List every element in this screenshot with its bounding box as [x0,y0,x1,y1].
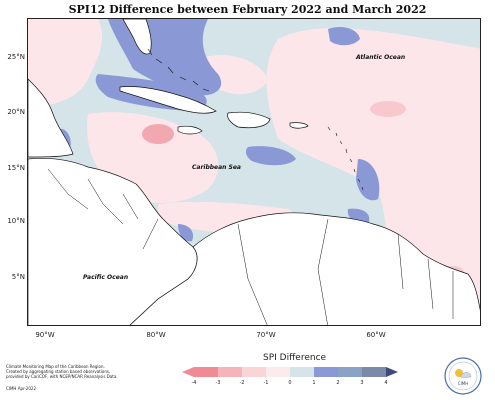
lat-label-15n: 15°N [7,164,25,172]
pink-spot-atlantic [370,101,406,117]
legend-tick-label: -3 [215,380,221,386]
credit-line-3: provided by CariCOF, with NCEP/NCAR Rean… [6,374,118,379]
credit-line-4: CIMH Apr-2022 [6,386,36,391]
credit-line-2: Created by aggregating station based obs… [6,369,111,374]
legend-arrow-right [386,367,398,377]
lon-label-90w: 90°W [35,331,55,339]
legend-tick-label: -4 [191,380,197,386]
lat-label-20n: 20°N [7,108,25,116]
legend-swatch [218,367,242,377]
legend-tick-label: -1 [263,380,269,386]
label-atlantic-ocean: Atlantic Ocean [356,54,406,61]
legend-colorbar [182,367,398,377]
legend-swatch [194,367,218,377]
label-caribbean-sea: Caribbean Sea [192,164,241,171]
blue-region-windward [356,159,380,201]
legend-swatch [266,367,290,377]
legend-tick-label: 1 [312,380,316,386]
legend-swatch [314,367,338,377]
land-south-america [129,212,480,325]
legend-swatch [290,367,314,377]
land-hispaniola [227,111,271,129]
land-jamaica [177,125,203,135]
land-cuba [119,86,217,114]
deep-pink-spot-honduras [142,124,174,144]
map-title: SPI12 Difference between February 2022 a… [68,3,427,16]
legend-arrow-left [182,367,194,377]
country-borders [47,168,454,325]
lat-label-10n: 10°N [7,217,25,225]
legend-swatch [242,367,266,377]
legend-tick-label: 4 [384,380,388,386]
blue-region-central [245,146,296,166]
spi-difference-map [28,19,480,325]
legend-tick-label: -2 [239,380,245,386]
cimh-logo: CIMH [444,357,482,395]
lon-label-80w: 80°W [146,331,166,339]
land-yucatan [28,78,74,158]
land-bahamas-islands [147,48,210,92]
legend-tick-label: 2 [336,380,340,386]
lon-label-70w: 70°W [256,331,276,339]
label-pacific-ocean: Pacific Ocean [83,274,129,281]
map-area[interactable]: Atlantic Ocean Caribbean Sea Pacific Oce… [27,18,481,326]
lat-label-5n: 5°N [11,273,25,281]
lat-label-25n: 25°N [7,53,25,61]
logo-text: CIMH [458,381,468,386]
legend-swatch [362,367,386,377]
legend-title: SPI Difference [263,353,327,363]
land-lesser-antilles [327,126,364,191]
credit-line-1: Climate Monitoring Map of the Caribbean … [6,364,105,369]
legend-tick-label: 0 [288,380,292,386]
legend-swatch [338,367,362,377]
pink-region-gulf [28,19,103,109]
blue-region-north-atlantic [328,27,360,46]
lon-label-60w: 60°W [366,331,386,339]
land-puerto-rico [289,122,309,129]
legend-tick-label: 3 [360,380,364,386]
land-florida [122,19,152,55]
